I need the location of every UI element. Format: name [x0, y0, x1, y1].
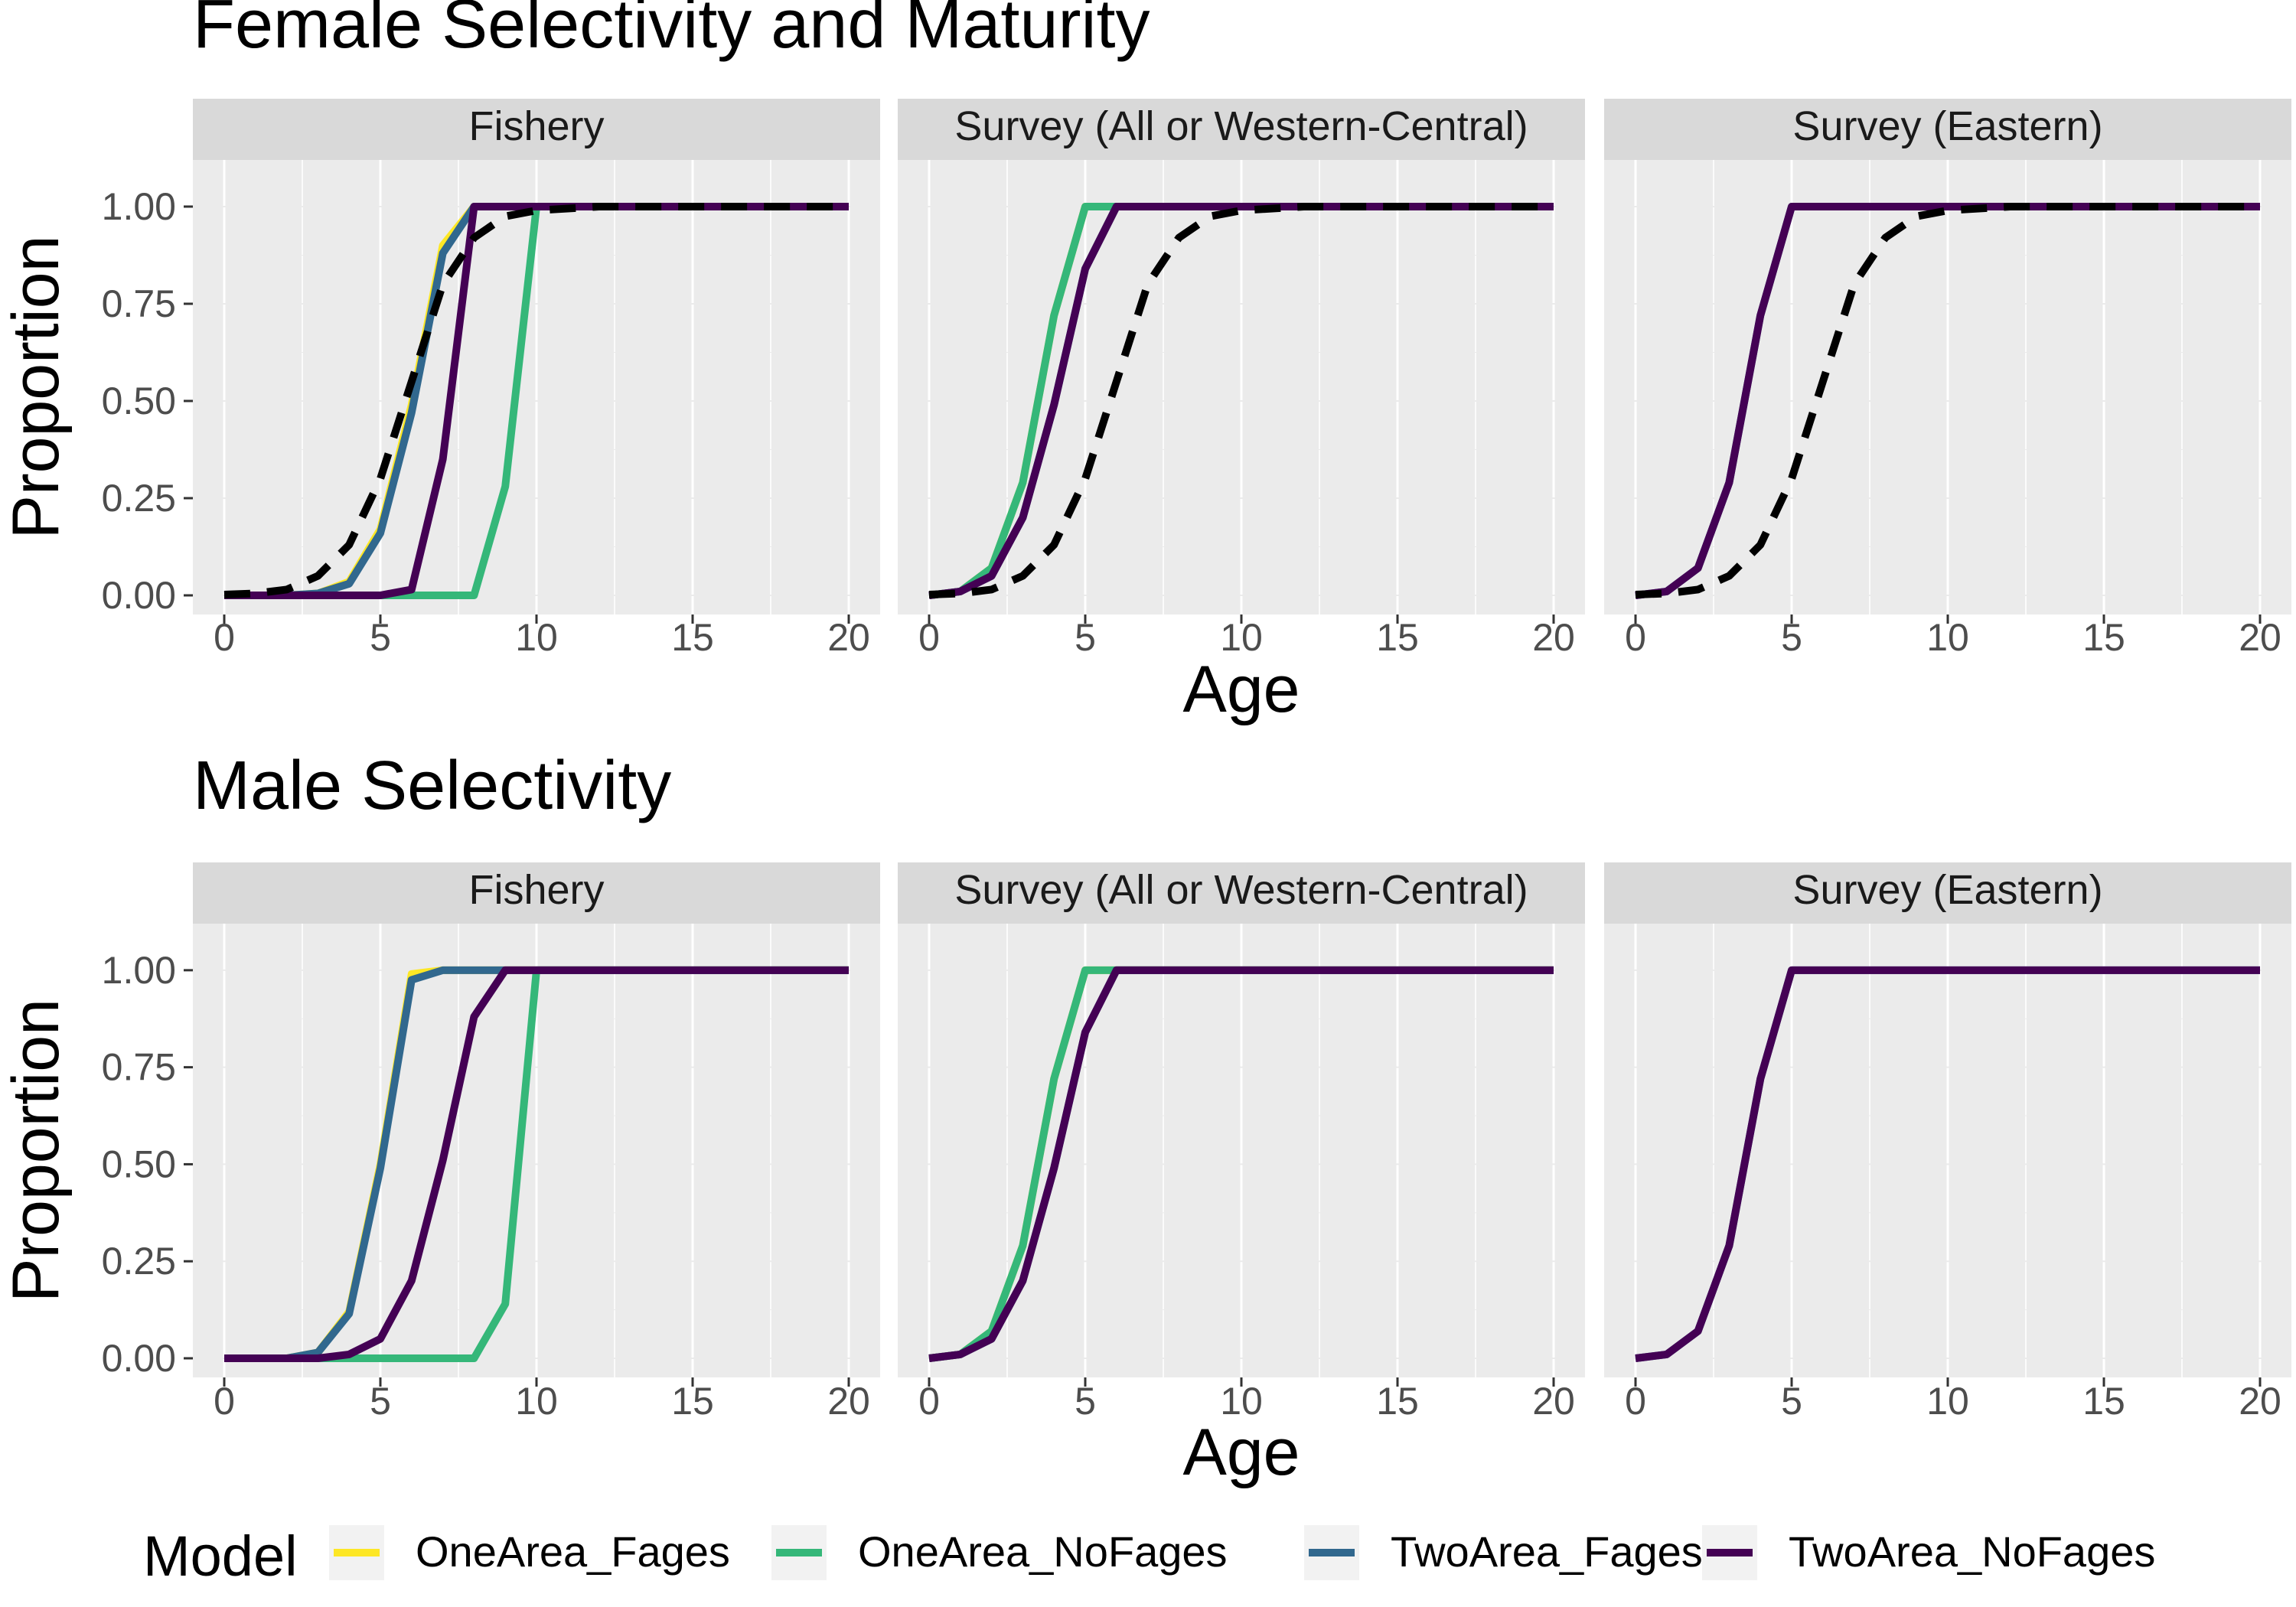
legend-item: TwoArea_Fages: [1304, 1525, 1703, 1580]
facet-panel: Survey (All or Western-Central) 0 5 10 15 20: [898, 99, 1585, 659]
y-tick-label: 0.50: [102, 380, 176, 422]
chart-female: Female Selectivity and Maturity Fishery 0 5…: [0, 0, 2291, 726]
y-tick-label: 0.75: [102, 1046, 176, 1089]
x-tick-label: 0: [214, 1380, 235, 1423]
x-tick-label: 0: [1625, 1380, 1646, 1423]
legend-label: TwoArea_Fages: [1391, 1527, 1703, 1576]
facet-label: Fishery: [468, 867, 604, 913]
x-tick-label: 10: [515, 616, 558, 659]
facet-label: Survey (Eastern): [1792, 867, 2102, 913]
legend-label: TwoArea_NoFages: [1789, 1527, 2155, 1576]
x-tick-label: 15: [2082, 616, 2125, 659]
x-tick-label: 10: [1220, 616, 1263, 659]
x-tick-label: 5: [370, 616, 391, 659]
chart-title: Male Selectivity: [193, 748, 671, 824]
legend-item: OneArea_NoFages: [771, 1525, 1228, 1580]
x-tick-label: 20: [2239, 1380, 2281, 1423]
maturity-line: [928, 203, 1554, 598]
y-axis-title: Proportion: [0, 236, 73, 539]
legend-label: OneArea_Fages: [416, 1527, 730, 1576]
maturity-line: [1635, 203, 2260, 598]
x-tick-label: 15: [1376, 1380, 1419, 1423]
x-tick-label: 5: [1781, 616, 1802, 659]
x-axis-title: Age: [1182, 653, 1300, 726]
facet-strip: [1604, 862, 2291, 924]
y-tick-label: 1.00: [102, 949, 176, 992]
facet-panel: Fishery 0 5 10 15 20 0.00 0.25 0.50 0.75 1.00: [102, 99, 880, 659]
legend-item: TwoArea_NoFages: [1702, 1525, 2155, 1580]
y-tick-label: 0.00: [102, 574, 176, 617]
x-tick-label: 20: [1532, 1380, 1575, 1423]
x-tick-label: 5: [1781, 1380, 1802, 1423]
facet-strip: [193, 99, 880, 160]
x-tick-label: 20: [827, 1380, 870, 1423]
y-tick-label: 0.25: [102, 1240, 176, 1283]
facet-label: Survey (All or Western-Central): [954, 867, 1528, 913]
legend-item: OneArea_Fages: [329, 1525, 730, 1580]
y-tick-label: 0.50: [102, 1143, 176, 1185]
y-tick-label: 0.25: [102, 477, 176, 520]
facet-label: Survey (All or Western-Central): [954, 103, 1528, 149]
x-tick-label: 0: [918, 616, 940, 659]
y-axis-title: Proportion: [0, 999, 73, 1302]
x-tick-label: 15: [1376, 616, 1419, 659]
series-line-twoarea-nofages: [928, 966, 1554, 1362]
facet-panel: Survey (Eastern) 0 5 10 15 20: [1604, 862, 2291, 1423]
x-tick-label: 0: [214, 616, 235, 659]
x-tick-label: 15: [2082, 1380, 2125, 1423]
x-tick-label: 10: [1926, 616, 1969, 659]
x-tick-label: 5: [370, 1380, 391, 1423]
legend-label: OneArea_NoFages: [858, 1527, 1228, 1576]
chart-male: Male Selectivity Fishery 0 5 10 15 20 0.00 0.25 0…: [0, 748, 2291, 1489]
x-axis-title: Age: [1182, 1416, 1300, 1489]
y-tick-label: 0.75: [102, 282, 176, 325]
x-tick-label: 15: [671, 1380, 714, 1423]
y-tick-label: 1.00: [102, 185, 176, 228]
chart-title: Female Selectivity and Maturity: [193, 0, 1150, 63]
x-tick-label: 20: [827, 616, 870, 659]
plot-area: Female Selectivity and Maturity Fishery 0 5…: [0, 0, 2291, 1489]
x-tick-label: 5: [1075, 616, 1096, 659]
facet-strip: [1604, 99, 2291, 160]
facet-panel: Survey (All or Western-Central) 0 5 10 15 20: [898, 862, 1585, 1423]
x-tick-label: 0: [1625, 616, 1646, 659]
x-tick-label: 10: [1220, 1380, 1263, 1423]
legend: Model OneArea_Fages OneArea_NoFages TwoArea…: [143, 1524, 2155, 1588]
facet-label: Survey (Eastern): [1792, 103, 2102, 149]
x-tick-label: 20: [1532, 616, 1575, 659]
facet-label: Fishery: [468, 103, 604, 149]
x-tick-label: 10: [515, 1380, 558, 1423]
y-tick-label: 0.00: [102, 1337, 176, 1380]
x-tick-label: 5: [1075, 1380, 1096, 1423]
series-line-twoarea-nofages: [224, 966, 849, 1362]
legend-title: Model: [143, 1524, 298, 1588]
maturity-line: [223, 203, 849, 598]
facet-strip: [898, 99, 1585, 160]
x-tick-label: 15: [671, 616, 714, 659]
facet-panel: Fishery 0 5 10 15 20 0.00 0.25 0.50 0.75 1.00: [102, 862, 880, 1423]
x-tick-label: 20: [2239, 616, 2281, 659]
series-line-twoarea-nofages: [1635, 966, 2260, 1362]
facet-strip: [193, 862, 880, 924]
x-tick-label: 0: [918, 1380, 940, 1423]
facet-panel: Survey (Eastern) 0 5 10 15 20: [1604, 99, 2291, 659]
facet-strip: [898, 862, 1585, 924]
x-tick-label: 10: [1926, 1380, 1969, 1423]
